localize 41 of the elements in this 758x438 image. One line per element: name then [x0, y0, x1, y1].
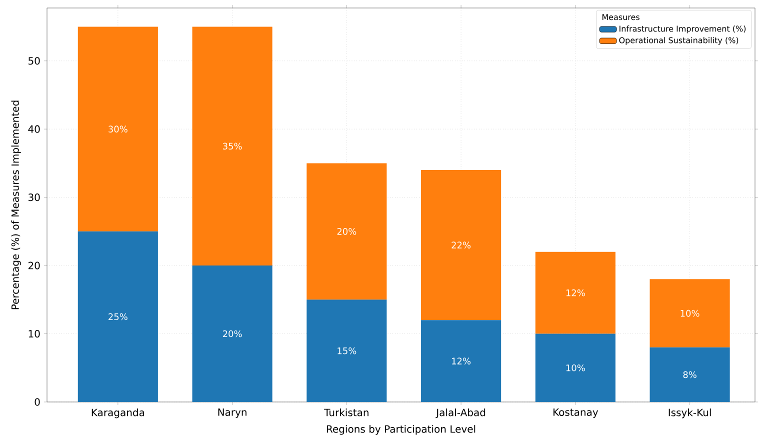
bar — [421, 170, 502, 320]
y-tick-label: 30 — [28, 194, 40, 202]
y-tick-label: 10 — [28, 330, 40, 338]
data-label: 30% — [108, 126, 128, 132]
data-label: 20% — [222, 330, 242, 338]
y-axis-title: Percentage (%) of Measures Implemented — [11, 100, 21, 310]
data-label: 10% — [566, 364, 585, 372]
y-tick-label: 40 — [28, 125, 40, 133]
y-tick-label: 20 — [28, 262, 40, 270]
data-label: 22% — [452, 242, 471, 248]
bar — [535, 334, 616, 402]
bar — [535, 252, 616, 334]
x-tick-label: Turkistan — [324, 408, 368, 416]
data-label: 20% — [337, 228, 356, 235]
data-label: 8% — [683, 371, 696, 378]
x-tick-label: Issyk-Kul — [668, 408, 711, 418]
bar — [192, 26, 272, 266]
bar — [78, 231, 158, 402]
x-tick-label: Karaganda — [92, 408, 144, 418]
x-axis-title: Regions by Participation Level — [326, 425, 476, 435]
bar — [78, 26, 158, 232]
legend-label: Operational Sustainability (%) — [619, 37, 738, 45]
bar — [421, 320, 502, 402]
bar — [650, 279, 730, 348]
y-tick-label: 50 — [28, 57, 40, 65]
legend-title: Measures — [602, 14, 640, 20]
data-label: 25% — [108, 313, 128, 320]
bar — [192, 266, 272, 402]
bar — [306, 300, 387, 402]
bar — [306, 163, 387, 300]
x-tick-label: Kostanay — [554, 408, 598, 418]
bar — [650, 347, 730, 402]
x-tick-label: Naryn — [218, 408, 246, 418]
data-label: 15% — [338, 347, 356, 354]
x-tick-label: Jalal-Abad — [436, 408, 486, 418]
legend-label: Infrastructure Improvement (%) — [620, 26, 746, 34]
y-tick-label: 0 — [34, 398, 40, 406]
data-label: 12% — [452, 358, 471, 364]
data-label: 12% — [566, 289, 585, 296]
data-label: 10% — [680, 310, 700, 317]
data-label: 35% — [222, 142, 242, 150]
